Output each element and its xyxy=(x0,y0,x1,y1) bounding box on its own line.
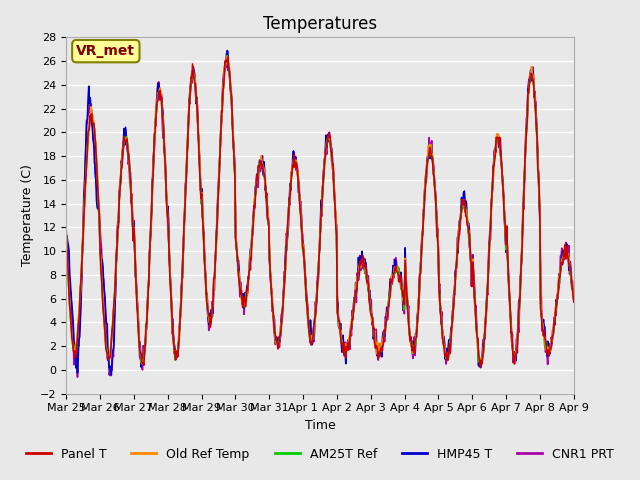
AM25T Ref xyxy=(72,342,79,348)
HMP45 T xyxy=(62,234,70,240)
Old Ref Temp xyxy=(202,284,210,290)
Line: AM25T Ref: AM25T Ref xyxy=(66,56,574,363)
HMP45 T xyxy=(72,354,79,360)
Old Ref Temp xyxy=(511,361,518,367)
Old Ref Temp xyxy=(382,319,390,325)
Title: Temperatures: Temperatures xyxy=(263,15,377,33)
HMP45 T xyxy=(223,48,231,53)
AM25T Ref xyxy=(570,297,578,303)
X-axis label: Time: Time xyxy=(305,419,335,432)
Old Ref Temp xyxy=(223,54,231,60)
AM25T Ref xyxy=(124,141,131,146)
AM25T Ref xyxy=(202,279,210,285)
HMP45 T xyxy=(176,316,184,322)
Panel T xyxy=(382,319,390,324)
AM25T Ref xyxy=(175,335,183,340)
CNR1 PRT xyxy=(223,50,230,56)
AM25T Ref xyxy=(477,360,485,366)
Line: Old Ref Temp: Old Ref Temp xyxy=(66,57,574,364)
Old Ref Temp xyxy=(72,352,79,358)
CNR1 PRT xyxy=(570,299,578,305)
Panel T xyxy=(202,284,210,289)
HMP45 T xyxy=(570,297,578,303)
Panel T xyxy=(62,228,70,234)
CNR1 PRT xyxy=(74,374,81,380)
Line: HMP45 T: HMP45 T xyxy=(66,50,574,375)
Panel T xyxy=(224,54,232,60)
CNR1 PRT xyxy=(397,285,405,291)
Y-axis label: Temperature (C): Temperature (C) xyxy=(21,165,35,266)
Text: VR_met: VR_met xyxy=(76,44,135,58)
Panel T xyxy=(175,337,183,343)
Legend: Panel T, Old Ref Temp, AM25T Ref, HMP45 T, CNR1 PRT: Panel T, Old Ref Temp, AM25T Ref, HMP45 … xyxy=(21,443,619,466)
HMP45 T xyxy=(397,277,405,283)
Old Ref Temp xyxy=(62,228,70,234)
Old Ref Temp xyxy=(570,295,578,301)
Panel T xyxy=(124,143,131,149)
CNR1 PRT xyxy=(203,295,211,301)
HMP45 T xyxy=(124,150,132,156)
Old Ref Temp xyxy=(124,144,131,150)
CNR1 PRT xyxy=(383,305,390,311)
Panel T xyxy=(477,364,484,370)
AM25T Ref xyxy=(223,53,231,59)
Old Ref Temp xyxy=(175,325,183,331)
CNR1 PRT xyxy=(62,235,70,240)
HMP45 T xyxy=(108,372,115,378)
CNR1 PRT xyxy=(72,361,79,367)
Line: CNR1 PRT: CNR1 PRT xyxy=(66,53,574,377)
Line: Panel T: Panel T xyxy=(66,57,574,367)
AM25T Ref xyxy=(397,285,404,291)
Panel T xyxy=(397,275,404,281)
AM25T Ref xyxy=(62,229,70,235)
AM25T Ref xyxy=(382,321,390,326)
Old Ref Temp xyxy=(397,284,404,290)
HMP45 T xyxy=(383,310,390,315)
Panel T xyxy=(570,299,578,305)
HMP45 T xyxy=(203,290,211,296)
Panel T xyxy=(72,355,79,360)
CNR1 PRT xyxy=(124,161,132,167)
CNR1 PRT xyxy=(176,321,184,326)
